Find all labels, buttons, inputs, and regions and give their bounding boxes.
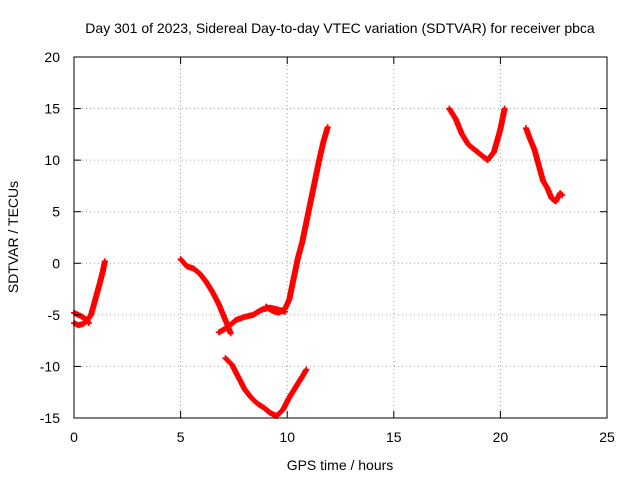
y-tick-label: 15 — [44, 101, 60, 117]
data-point — [227, 330, 234, 337]
series-arc-1 — [71, 258, 108, 329]
y-tick-label: 20 — [44, 49, 60, 65]
x-tick-label: 15 — [386, 429, 402, 445]
series-arc-6 — [222, 355, 310, 419]
y-tick-label: 10 — [44, 152, 60, 168]
data-point — [324, 124, 331, 131]
y-tick-label: -10 — [40, 358, 60, 374]
x-tick-label: 5 — [177, 429, 185, 445]
labels: Day 301 of 2023, Sidereal Day-to-day VTE… — [5, 20, 615, 473]
x-tick-label: 0 — [70, 429, 78, 445]
y-tick-label: -15 — [40, 410, 60, 426]
series-arc-8 — [522, 125, 566, 205]
axes — [73, 56, 608, 419]
data-point — [85, 320, 92, 327]
y-tick-label: 0 — [52, 255, 60, 271]
grid-lines — [74, 57, 607, 418]
data-point — [559, 192, 566, 199]
chart-title: Day 301 of 2023, Sidereal Day-to-day VTE… — [85, 20, 595, 36]
data-marker — [558, 191, 565, 198]
data-point — [501, 105, 508, 112]
series-arc-3 — [177, 256, 234, 337]
y-axis-label: SDTVAR / TECUs — [5, 181, 21, 293]
series-arc-7 — [446, 105, 508, 164]
y-tick-label: 5 — [52, 204, 60, 220]
series-arc-5 — [262, 124, 331, 316]
x-tick-label: 10 — [279, 429, 295, 445]
data-series — [71, 105, 566, 419]
y-tick-label: -5 — [48, 307, 61, 323]
plot-border — [73, 56, 608, 419]
x-tick-label: 25 — [599, 429, 615, 445]
data-point — [101, 258, 108, 265]
data-point — [303, 366, 310, 373]
x-tick-label: 20 — [493, 429, 509, 445]
x-axis-label: GPS time / hours — [287, 457, 394, 473]
